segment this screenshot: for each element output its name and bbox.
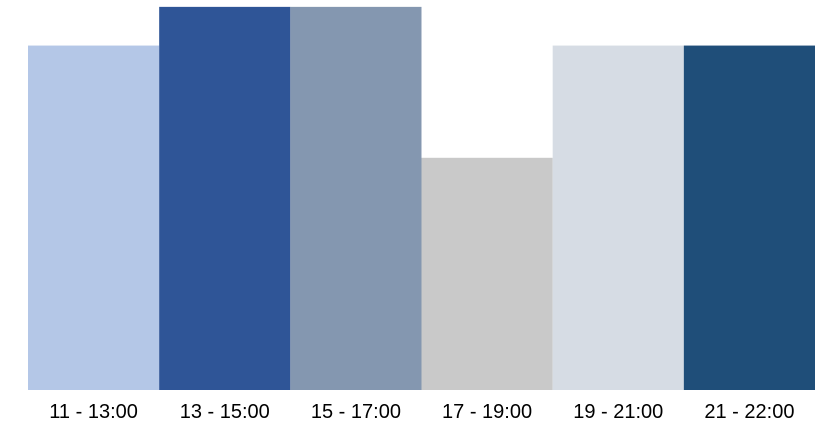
x-tick-label: 13 - 15:00 bbox=[180, 401, 270, 423]
bar-4 bbox=[552, 45, 684, 390]
x-tick-label: 21 - 22:00 bbox=[704, 401, 794, 423]
bar-1 bbox=[159, 6, 291, 391]
bar-3 bbox=[421, 157, 553, 390]
x-tick-label: 11 - 13:00 bbox=[49, 401, 138, 423]
x-tick-label: 19 - 21:00 bbox=[573, 401, 663, 423]
bars-group bbox=[28, 6, 815, 391]
bar-0 bbox=[28, 45, 160, 390]
x-tick-label: 17 - 19:00 bbox=[442, 401, 532, 423]
x-tick-label: 15 - 17:00 bbox=[311, 401, 401, 423]
bar-2 bbox=[290, 6, 422, 391]
bar-5 bbox=[683, 45, 815, 390]
x-tick-labels: 11 - 13:00 13 - 15:00 15 - 17:00 17 - 19:00… bbox=[49, 401, 794, 423]
